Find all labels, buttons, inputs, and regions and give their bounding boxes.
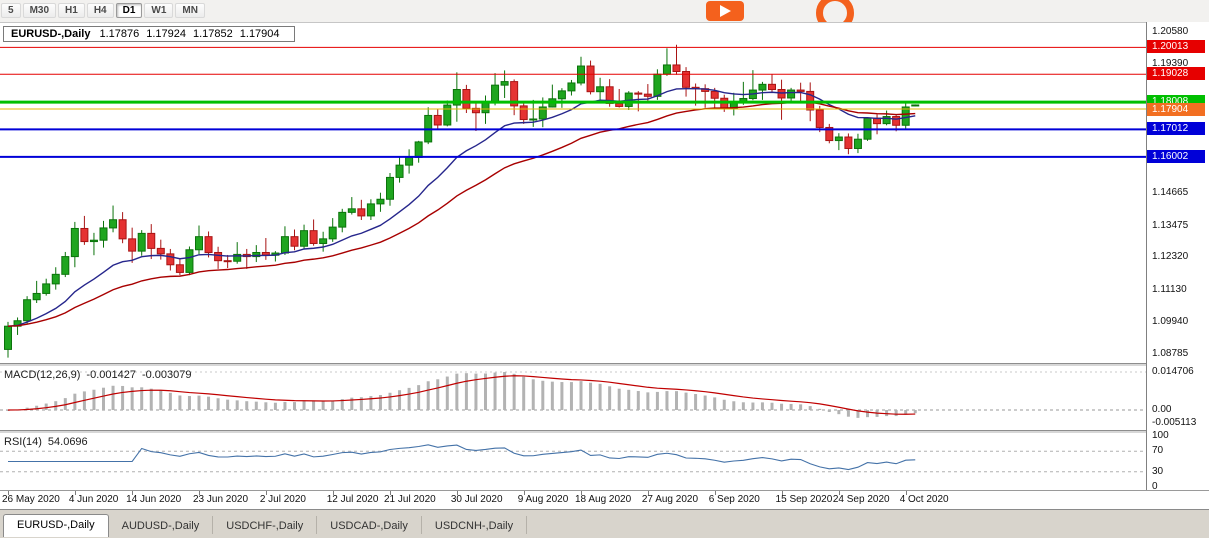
date-label: 18 Aug 2020 bbox=[575, 494, 632, 505]
price-label: 1.12320 bbox=[1152, 251, 1189, 263]
chart-tab-usdcnh[interactable]: USDCNH-,Daily bbox=[422, 516, 528, 534]
date-label: 30 Jul 2020 bbox=[450, 494, 503, 505]
price-label: 1.13475 bbox=[1152, 219, 1189, 231]
timeframe-toolbar: 5 M30 H1 H4 D1 W1 MN bbox=[0, 0, 1209, 23]
date-tick bbox=[332, 491, 334, 495]
date-label: 4 Jun 2020 bbox=[68, 494, 119, 505]
tf-button-h4[interactable]: H4 bbox=[86, 3, 114, 18]
date-label: 9 Aug 2020 bbox=[517, 494, 569, 505]
macd-name: MACD(12,26,9) bbox=[4, 369, 81, 381]
macd-axis-label: 0.014706 bbox=[1152, 365, 1194, 377]
price-label: 1.11130 bbox=[1152, 283, 1187, 295]
rsi-axis-label: 70 bbox=[1152, 445, 1164, 457]
axis-divider bbox=[0, 490, 1209, 491]
price-label: 1.20580 bbox=[1152, 25, 1189, 37]
date-tick bbox=[199, 491, 200, 495]
macd-panel[interactable] bbox=[0, 366, 1146, 430]
broker-logo-mark-icon bbox=[706, 1, 744, 21]
date-tick bbox=[905, 491, 907, 495]
chart-tab-usdcad[interactable]: USDCAD-,Daily bbox=[317, 516, 422, 534]
rsi-axis-label: 0 bbox=[1152, 481, 1158, 490]
price-label: 1.09940 bbox=[1152, 316, 1189, 328]
date-label: 24 Sep 2020 bbox=[832, 494, 890, 505]
ohlc-close: 1.17904 bbox=[239, 28, 280, 40]
macd-axis-label: 0.00 bbox=[1152, 404, 1172, 415]
chart-symbol-label: EURUSD-,Daily bbox=[11, 28, 91, 40]
date-tick bbox=[523, 491, 525, 495]
chart-tab-eurusd[interactable]: EURUSD-,Daily bbox=[3, 514, 109, 537]
price-badge-support-1: 1.17012 bbox=[1147, 122, 1205, 136]
candlestick-chart[interactable] bbox=[0, 22, 1146, 363]
chart-tab-bar: EURUSD-,Daily AUDUSD-,Daily USDCHF-,Daily U… bbox=[0, 509, 1209, 538]
rsi-axis-label: 30 bbox=[1152, 465, 1164, 477]
date-label: 6 Sep 2020 bbox=[708, 494, 760, 505]
price-badge-resistance-1: 1.20013 bbox=[1147, 40, 1205, 54]
tf-button-m30[interactable]: M30 bbox=[22, 3, 57, 18]
date-tick bbox=[8, 491, 9, 495]
date-tick bbox=[647, 491, 649, 495]
price-label: 1.14665 bbox=[1152, 187, 1189, 199]
broker-watermark bbox=[700, 0, 870, 22]
tf-button-w1[interactable]: W1 bbox=[144, 3, 174, 18]
macd-label: MACD(12,26,9) -0.001427 -0.003079 bbox=[4, 369, 198, 381]
rsi-name: RSI(14) bbox=[4, 436, 42, 448]
date-tick bbox=[781, 491, 783, 495]
panel-splitter-rsi[interactable] bbox=[0, 430, 1209, 433]
date-label: 2 Jul 2020 bbox=[259, 494, 306, 505]
macd-chart[interactable] bbox=[0, 366, 1146, 430]
macd-signal-value: -0.003079 bbox=[141, 369, 192, 381]
ohlc-high: 1.17924 bbox=[146, 28, 186, 40]
chart-info-box: EURUSD-,Daily 1.17876 1.17924 1.17852 1.1790… bbox=[3, 26, 295, 42]
chart-tab-audusd[interactable]: AUDUSD-,Daily bbox=[109, 516, 214, 534]
price-axis[interactable]: 1.20580 1.19390 1.14665 1.13475 1.12320 1.111… bbox=[1146, 22, 1209, 490]
price-chart[interactable]: EURUSD-,Daily 1.17876 1.17924 1.17852 1.1790… bbox=[0, 22, 1146, 363]
date-tick bbox=[456, 491, 458, 495]
rsi-chart[interactable] bbox=[0, 433, 1146, 490]
date-tick bbox=[390, 491, 391, 495]
ohlc-low: 1.17852 bbox=[193, 28, 233, 40]
date-tick bbox=[838, 491, 840, 495]
tf-button-d1[interactable]: D1 bbox=[115, 3, 143, 18]
date-label: 15 Sep 2020 bbox=[775, 494, 833, 505]
tf-button-mn[interactable]: MN bbox=[175, 3, 205, 18]
broker-logo-ring-icon bbox=[816, 0, 854, 22]
date-tick bbox=[714, 491, 716, 495]
panel-splitter-macd[interactable] bbox=[0, 363, 1209, 366]
date-label: 12 Jul 2020 bbox=[326, 494, 379, 505]
price-label: 1.08785 bbox=[1152, 347, 1189, 359]
rsi-panel[interactable] bbox=[0, 433, 1146, 490]
ohlc-open: 1.17876 bbox=[99, 28, 140, 40]
price-badge-resistance-2: 1.19028 bbox=[1147, 67, 1205, 81]
date-label: 4 Oct 2020 bbox=[899, 494, 949, 505]
price-label: 1.19390 bbox=[1152, 58, 1189, 70]
date-label: 26 May 2020 bbox=[2, 494, 60, 505]
date-label: 14 Jun 2020 bbox=[126, 494, 182, 505]
rsi-value: 54.0696 bbox=[47, 436, 88, 448]
macd-axis-label: -0.005113 bbox=[1152, 417, 1197, 429]
macd-main-value: -0.001427 bbox=[86, 369, 136, 381]
date-label: 23 Jun 2020 bbox=[193, 494, 249, 505]
date-tick bbox=[132, 491, 134, 495]
date-axis[interactable]: 26 May 2020 4 Jun 2020 14 Jun 2020 23 Jun 2… bbox=[0, 491, 1146, 509]
rsi-label: RSI(14) 54.0696 bbox=[4, 436, 94, 448]
date-label: 27 Aug 2020 bbox=[641, 494, 699, 505]
chart-tab-usdchf[interactable]: USDCHF-,Daily bbox=[213, 516, 318, 534]
tf-button-5[interactable]: 5 bbox=[1, 3, 21, 18]
price-badge-support-2: 1.16002 bbox=[1147, 149, 1205, 163]
date-tick bbox=[74, 491, 76, 495]
tf-button-h1[interactable]: H1 bbox=[58, 3, 85, 18]
date-label: 21 Jul 2020 bbox=[384, 494, 436, 505]
date-tick bbox=[265, 491, 267, 495]
bid-price-badge: 1.17904 bbox=[1147, 102, 1205, 116]
date-tick bbox=[581, 491, 582, 495]
rsi-axis-label: 100 bbox=[1152, 430, 1169, 441]
